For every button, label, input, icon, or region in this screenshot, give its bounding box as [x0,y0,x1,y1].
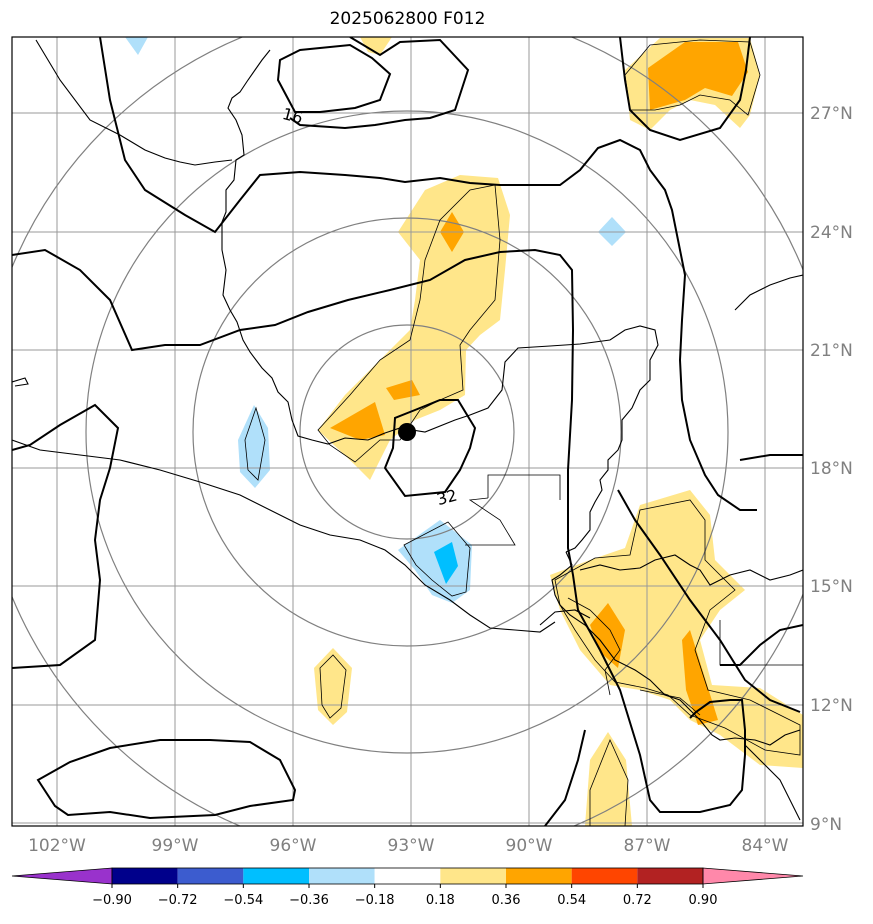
lon-label-84: 84°W [742,836,789,856]
coastlines [12,39,803,821]
map-title: 2025062800 F012 [329,9,486,29]
lat-label-18: 18°N [810,459,853,479]
colorbar-tick-label: 0.72 [623,893,652,908]
contour-label-32: 32 [435,485,460,509]
colorbar-tick-label: −0.72 [158,893,198,908]
lon-label-90: 90°W [506,836,553,856]
map-area: 16 32 [12,37,803,826]
graticule [12,37,803,826]
longitude-labels: 102°W 99°W 96°W 93°W 90°W 87°W 84°W [28,836,789,856]
colorbar-extend-high [702,867,804,885]
lat-label-15: 15°N [810,577,853,597]
lon-label-96: 96°W [270,836,317,856]
storm-center-marker [398,423,416,441]
colorbar-segment [309,868,375,884]
lat-label-21: 21°N [810,341,853,361]
colorbar-tick-label: −0.90 [92,893,132,908]
lat-label-9: 9°N [810,815,842,835]
colorbar-segment [506,868,572,884]
colorbar-tick-label: 0.90 [689,893,718,908]
lon-label-99: 99°W [152,836,199,856]
thin-contours [244,39,801,826]
thick-contours [12,37,803,826]
colorbar-tick-label: 0.18 [426,893,455,908]
lat-label-12: 12°N [810,696,853,716]
colorbar-tick-label: −0.36 [289,893,329,908]
lat-label-24: 24°N [810,223,853,243]
colorbar: −0.90 −0.72 −0.54 −0.36 −0.18 0.18 0.36 0.54 0.7… [11,867,804,908]
colorbar-tick-label: −0.54 [223,893,263,908]
positive-shading [314,37,803,826]
colorbar-outline [111,867,704,885]
range-rings [12,37,803,826]
colorbar-segment [637,868,703,884]
lon-label-87: 87°W [624,836,671,856]
colorbar-segment [243,868,309,884]
colorbar-segment [177,868,244,884]
contour-label-16: 16 [280,104,305,128]
colorbar-tick-label: 0.54 [557,893,586,908]
colorbar-tick-label: 0.36 [492,893,521,908]
latitude-labels: 27°N 24°N 21°N 18°N 15°N 12°N 9°N [810,104,853,835]
colorbar-segment [112,868,178,884]
colorbar-segment [374,868,441,884]
lon-label-93: 93°W [388,836,435,856]
colorbar-segment [440,868,506,884]
map-frame [11,36,804,827]
colorbar-tick-label: −0.18 [355,893,395,908]
colorbar-extend-low [11,867,113,885]
lat-label-27: 27°N [810,104,853,124]
lon-label-102: 102°W [28,836,86,856]
colorbar-segment [571,868,638,884]
